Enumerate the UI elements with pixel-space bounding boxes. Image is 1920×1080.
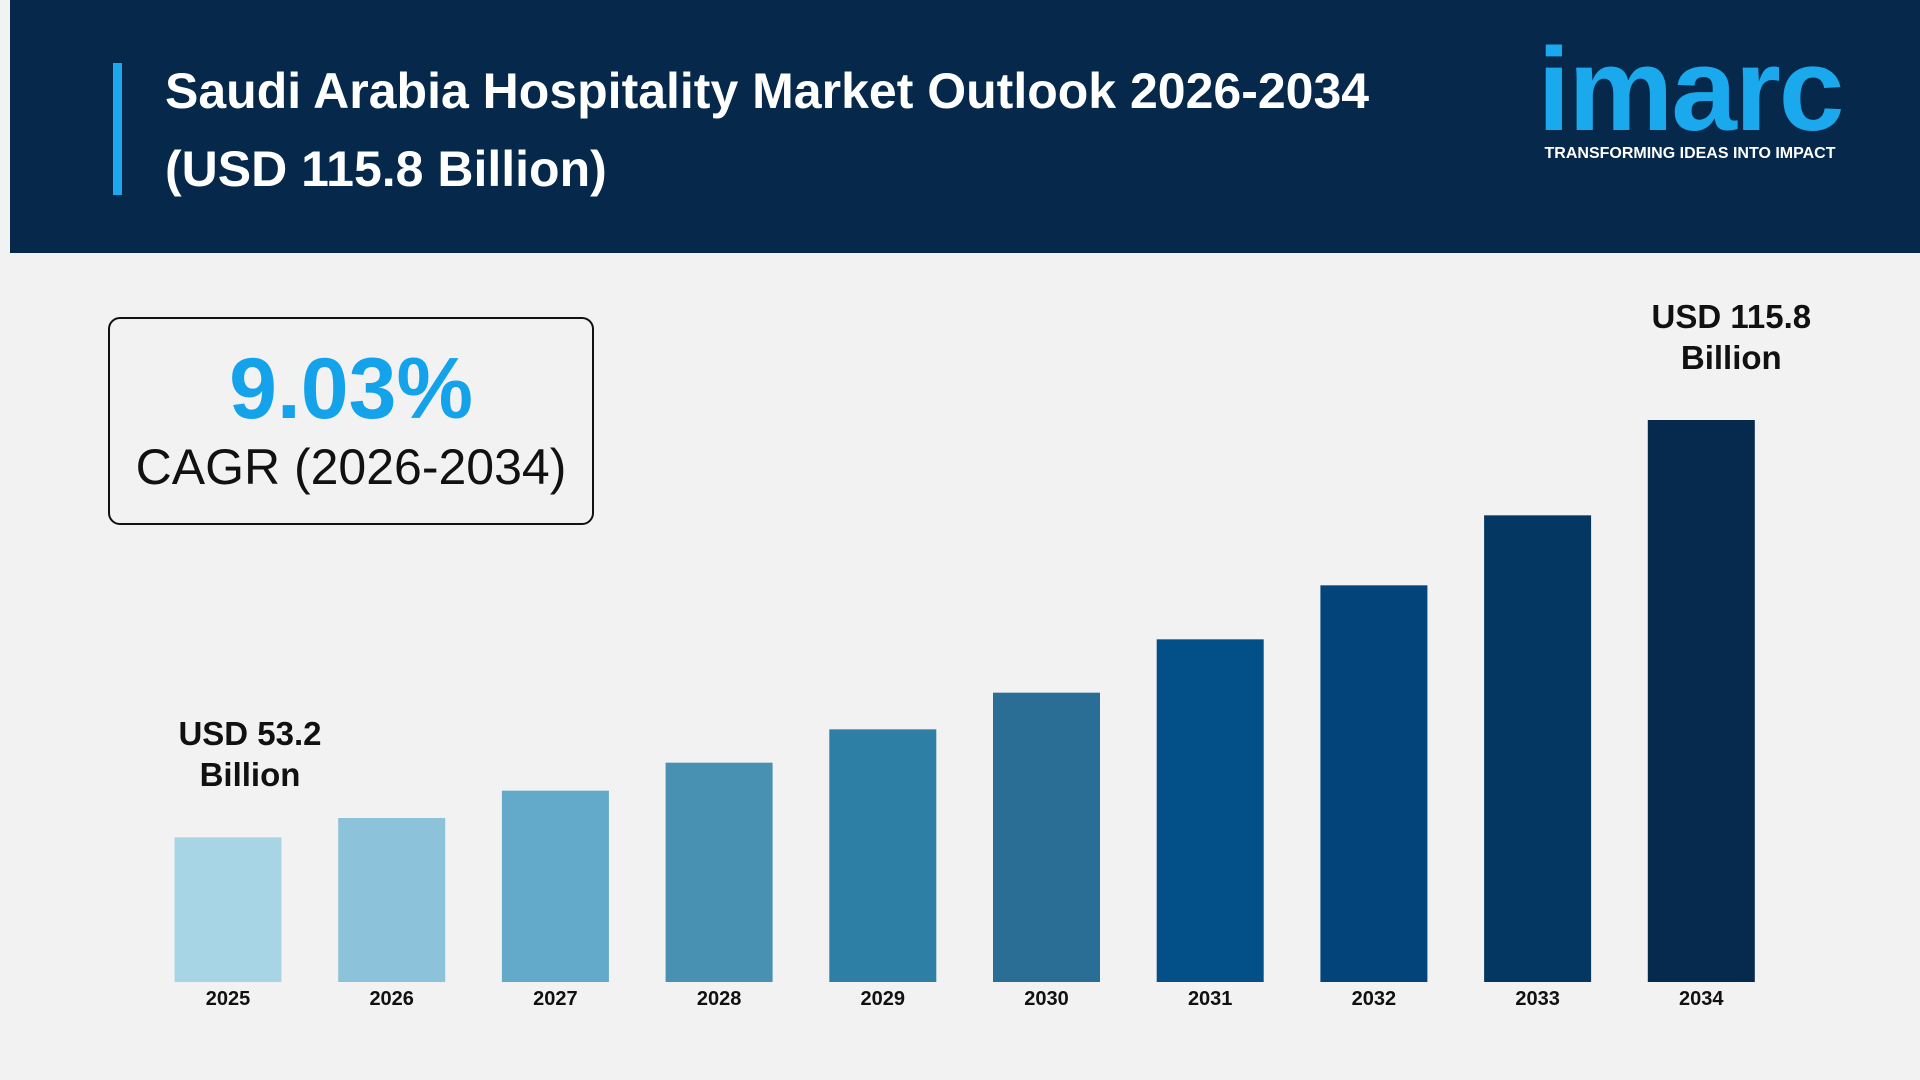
title: Saudi Arabia Hospitality Market Outlook …	[165, 63, 1370, 197]
x-tick-label: 2027	[533, 988, 578, 1010]
bar	[993, 692, 1100, 982]
bar	[1484, 515, 1592, 982]
bar	[829, 729, 937, 982]
bar	[338, 818, 446, 982]
logo: imarc	[1537, 24, 1845, 156]
cagr-box: 9.03% CAGR (2026-2034)	[108, 317, 594, 525]
x-tick-label: 2034	[1679, 988, 1724, 1010]
bar	[1156, 639, 1264, 982]
x-tick-label: 2025	[206, 988, 251, 1010]
bar	[665, 762, 773, 982]
cagr-value: 9.03%	[229, 341, 473, 437]
logo-tagline: TRANSFORMING IDEAS INTO IMPACT	[1544, 145, 1836, 162]
accent-bar	[113, 63, 122, 195]
cagr-caption: CAGR (2026-2034)	[135, 439, 567, 495]
x-tick-label: 2031	[1188, 988, 1233, 1010]
x-tick-label: 2026	[369, 988, 414, 1010]
header	[10, 0, 1920, 253]
bar	[1647, 420, 1755, 982]
value-label: USD 115.8 Billion	[1651, 298, 1812, 376]
x-tick-label: 2028	[697, 988, 742, 1010]
bar	[501, 790, 609, 982]
bar	[1320, 585, 1428, 982]
x-tick-label: 2033	[1515, 988, 1560, 1010]
x-tick-label: 2032	[1352, 988, 1397, 1010]
bar	[174, 837, 282, 982]
x-tick-label: 2029	[861, 988, 906, 1010]
value-label: USD 53.2 Billion	[178, 715, 322, 794]
x-tick-label: 2030	[1024, 988, 1069, 1010]
